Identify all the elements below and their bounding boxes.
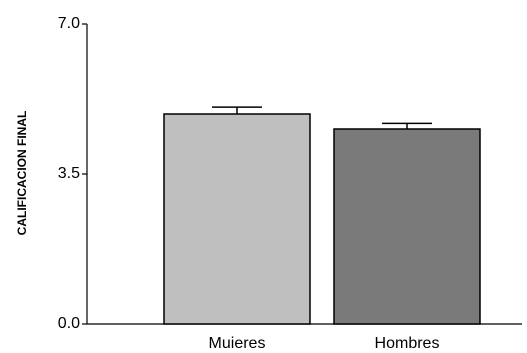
labels: CALIFICACION FINAL [15, 111, 29, 236]
y-tick-label: 7.0 [58, 15, 80, 32]
y-tick-label: 3.5 [58, 165, 80, 182]
bars: Muieres Hombres [163, 106, 481, 352]
x-tick-label: Muieres [209, 335, 266, 352]
bar [163, 113, 311, 325]
y-axis-label: CALIFICACION FINAL [15, 111, 29, 236]
x-tick-label: Hombres [375, 335, 440, 352]
bar [333, 128, 481, 325]
y-tick-label: 0.0 [58, 315, 80, 332]
